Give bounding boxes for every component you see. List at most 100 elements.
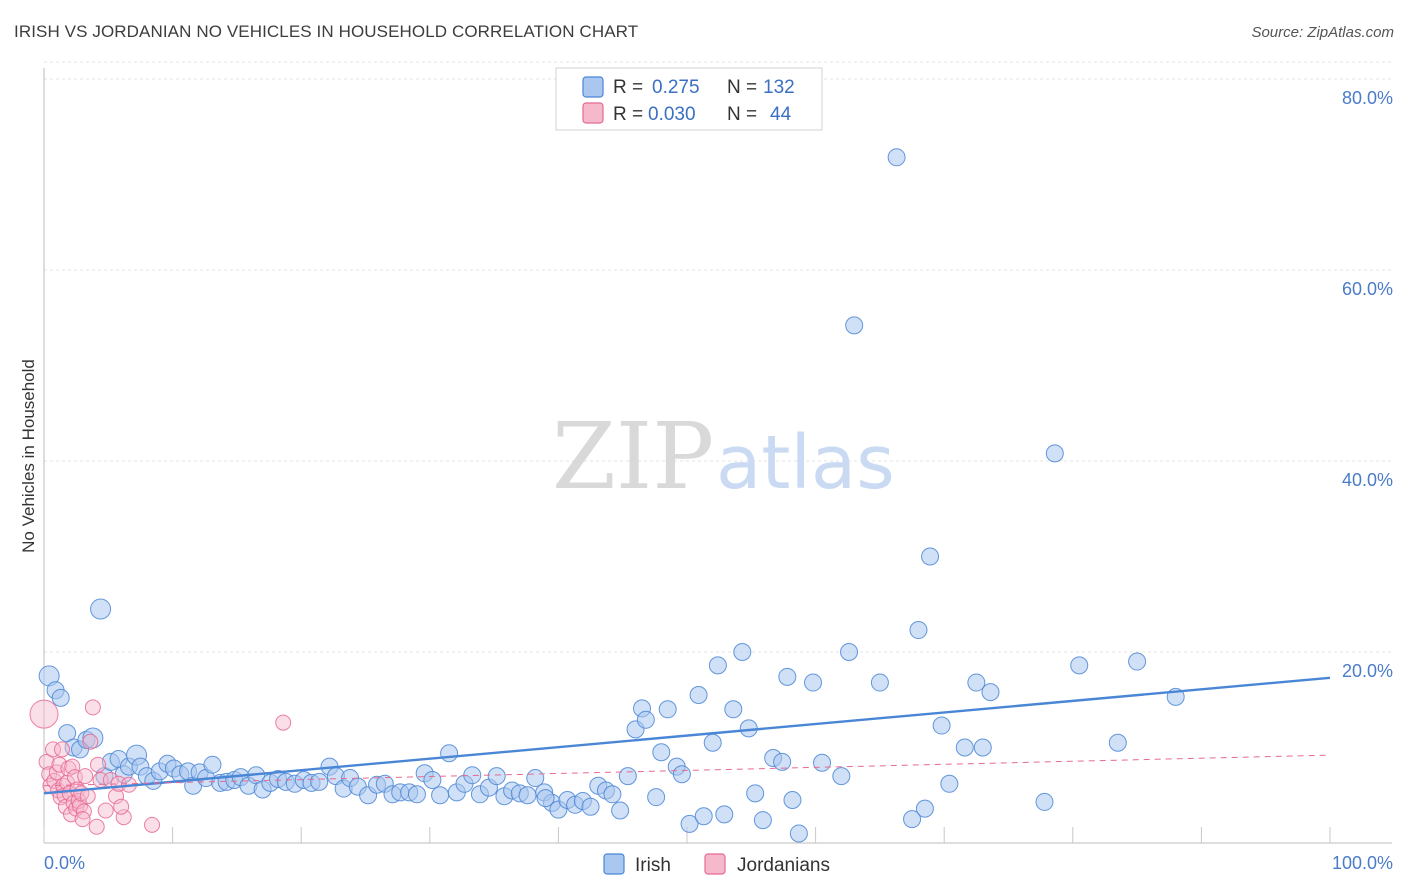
irish-point-100 bbox=[773, 752, 792, 771]
jordanian-point-1 bbox=[38, 753, 55, 770]
irish-point-55 bbox=[431, 786, 450, 805]
legend-n-label-jordanians: N = bbox=[727, 104, 757, 125]
irish-point-88 bbox=[680, 814, 699, 833]
irish-point-8 bbox=[90, 598, 112, 620]
legend-r-label-irish: R = bbox=[613, 77, 643, 98]
legend-r-value-irish: 0.275 bbox=[652, 77, 700, 98]
irish-point-87 bbox=[672, 765, 691, 784]
irish-point-74 bbox=[581, 797, 600, 816]
irish-point-119 bbox=[981, 683, 1000, 702]
irish-point-105 bbox=[813, 753, 832, 772]
jordanian-point-43 bbox=[113, 798, 130, 815]
y-tick-labels: 20.0% 40.0% 60.0% 80.0% bbox=[1342, 88, 1393, 681]
irish-point-84 bbox=[652, 743, 671, 762]
irish-point-114 bbox=[932, 716, 951, 735]
chart-source: Source: ZipAtlas.com bbox=[1251, 24, 1394, 41]
irish-point-102 bbox=[783, 791, 802, 810]
irish-point-79 bbox=[618, 767, 637, 786]
irish-point-59 bbox=[463, 766, 482, 785]
legend-n-value-jordanians: 44 bbox=[770, 104, 792, 125]
jordanian-point-35 bbox=[108, 788, 125, 805]
y-tick-label-3: 80.0% bbox=[1342, 88, 1393, 108]
legend-r-label-jordanians: R = bbox=[613, 104, 643, 125]
y-tick-label-1: 40.0% bbox=[1342, 470, 1393, 490]
x-tick-label-max: 100.0% bbox=[1332, 853, 1393, 873]
irish-point-111 bbox=[909, 621, 928, 640]
legend: R = 0.275 N = 132 R = 0.030 N = 44 bbox=[555, 67, 823, 131]
irish-point-62 bbox=[487, 767, 506, 786]
jordanian-point-33 bbox=[97, 802, 114, 819]
irish-point-109 bbox=[887, 148, 906, 167]
bottom-legend-swatch-jordanians bbox=[704, 853, 726, 875]
jordanian-point-40 bbox=[275, 714, 292, 731]
irish-point-26 bbox=[203, 755, 222, 774]
irish-point-117 bbox=[967, 673, 986, 692]
jordanian-point-41 bbox=[74, 811, 91, 828]
irish-point-78 bbox=[611, 801, 630, 820]
irish-point-113 bbox=[921, 547, 940, 566]
jordanian-point-30 bbox=[84, 699, 101, 716]
legend-n-value-irish: 132 bbox=[763, 77, 795, 98]
trend-lines bbox=[43, 676, 1331, 795]
jordanian-point-31 bbox=[88, 818, 105, 835]
jordanian-point-4 bbox=[45, 741, 62, 758]
irish-point-101 bbox=[778, 667, 797, 686]
bottom-legend: Irish Jordanians bbox=[603, 853, 830, 876]
irish-point-66 bbox=[518, 786, 537, 805]
irish-point-121 bbox=[1045, 444, 1064, 463]
irish-point-120 bbox=[1035, 792, 1054, 811]
irish-point-90 bbox=[694, 807, 713, 826]
jordanian-trend-line bbox=[43, 754, 1331, 787]
jordanian-point-0 bbox=[29, 699, 59, 729]
watermark-zip: ZIP bbox=[552, 403, 714, 510]
jordanian-point-39 bbox=[144, 816, 161, 833]
irish-point-82 bbox=[636, 710, 655, 729]
irish-point-127 bbox=[536, 789, 555, 808]
irish-point-118 bbox=[973, 738, 992, 757]
jordanian-point-27 bbox=[77, 768, 94, 785]
irish-point-91 bbox=[703, 733, 722, 752]
bottom-legend-label-jordanians: Jordanians bbox=[737, 855, 830, 876]
legend-swatch-irish bbox=[582, 76, 604, 98]
gridlines bbox=[44, 61, 1392, 653]
irish-point-95 bbox=[733, 643, 752, 661]
irish-point-116 bbox=[955, 738, 974, 757]
y-tick-label-0: 20.0% bbox=[1342, 661, 1393, 681]
irish-point-93 bbox=[715, 805, 734, 824]
jordanian-point-10 bbox=[54, 741, 71, 758]
jordanian-point-42 bbox=[90, 756, 107, 773]
irish-point-52 bbox=[407, 785, 426, 804]
data-points bbox=[29, 148, 1185, 843]
irish-point-126 bbox=[832, 767, 851, 786]
irish-point-106 bbox=[840, 643, 859, 661]
irish-point-103 bbox=[789, 824, 808, 843]
jordanian-point-37 bbox=[115, 809, 132, 826]
irish-point-2 bbox=[51, 688, 70, 707]
legend-swatch-jordanians bbox=[582, 102, 604, 124]
axes bbox=[43, 68, 1392, 844]
jordanian-point-8 bbox=[51, 756, 68, 773]
jordanian-point-29 bbox=[82, 733, 99, 750]
watermark-atlas: atlas bbox=[716, 420, 895, 506]
irish-point-115 bbox=[940, 774, 959, 793]
irish-point-107 bbox=[845, 316, 864, 335]
irish-point-98 bbox=[753, 811, 772, 830]
irish-point-123 bbox=[1108, 733, 1127, 752]
chart-title: IRISH VS JORDANIAN NO VEHICLES IN HOUSEH… bbox=[14, 22, 639, 41]
irish-point-83 bbox=[647, 788, 666, 807]
irish-point-40 bbox=[310, 772, 329, 791]
legend-r-value-jordanians: 0.030 bbox=[648, 104, 696, 125]
irish-point-77 bbox=[603, 785, 622, 804]
y-axis-label: No Vehicles in Household bbox=[19, 359, 38, 553]
x-tick-label-min: 0.0% bbox=[44, 853, 85, 873]
irish-point-85 bbox=[658, 700, 677, 719]
watermark: ZIP atlas bbox=[552, 403, 895, 510]
y-tick-label-2: 60.0% bbox=[1342, 279, 1393, 299]
irish-trend-line bbox=[43, 676, 1331, 795]
irish-point-56 bbox=[440, 744, 459, 763]
irish-point-124 bbox=[1128, 652, 1147, 671]
legend-n-label-irish: N = bbox=[727, 77, 757, 98]
bottom-legend-swatch-irish bbox=[603, 853, 625, 875]
irish-point-97 bbox=[746, 784, 765, 803]
